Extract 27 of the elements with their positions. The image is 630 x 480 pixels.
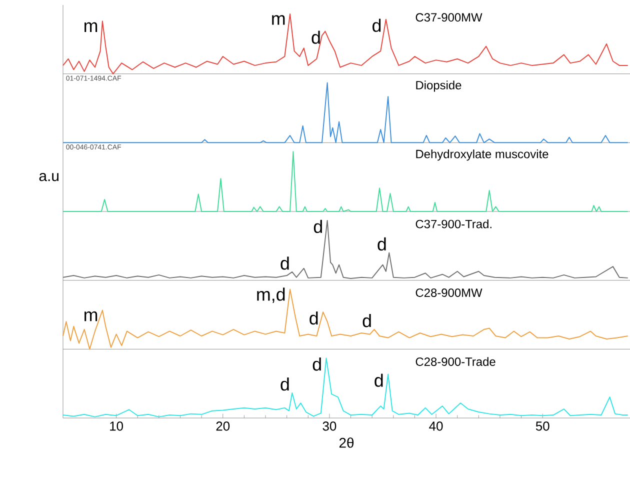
chart-title: C28-900-Trade bbox=[416, 357, 496, 366]
x-tick-label: 30 bbox=[322, 422, 336, 431]
annotation: m bbox=[84, 311, 98, 322]
annotation: d bbox=[314, 220, 322, 234]
x-axis-title: 2θ bbox=[339, 438, 354, 448]
annotation: m bbox=[84, 22, 98, 32]
y-axis-title: a.u bbox=[39, 172, 58, 182]
annotation: d bbox=[378, 237, 386, 251]
x-tick-label: 40 bbox=[429, 422, 443, 431]
annotation: d bbox=[312, 358, 321, 371]
annotation: d bbox=[280, 377, 289, 391]
chart-title: C37-900-Trad. bbox=[416, 220, 492, 228]
x-tick-label: 20 bbox=[216, 422, 230, 431]
annotation: d bbox=[310, 311, 318, 325]
chart-title: Dehydroxylate muscovite bbox=[416, 149, 548, 161]
annotation: d bbox=[312, 30, 320, 44]
x-tick-label: 10 bbox=[110, 422, 123, 431]
annotation: d bbox=[372, 18, 381, 32]
x-tick-label: 50 bbox=[536, 422, 550, 431]
chart-title: Diopside bbox=[416, 80, 462, 92]
annotation: d bbox=[280, 256, 289, 270]
chart-title: C37-900MW bbox=[416, 13, 482, 22]
annotation: m,d bbox=[257, 288, 285, 303]
chart-title: C28-900MW bbox=[416, 288, 482, 297]
annotation: d bbox=[362, 314, 371, 328]
annotation: m bbox=[272, 15, 285, 25]
annotation: d bbox=[374, 374, 383, 387]
